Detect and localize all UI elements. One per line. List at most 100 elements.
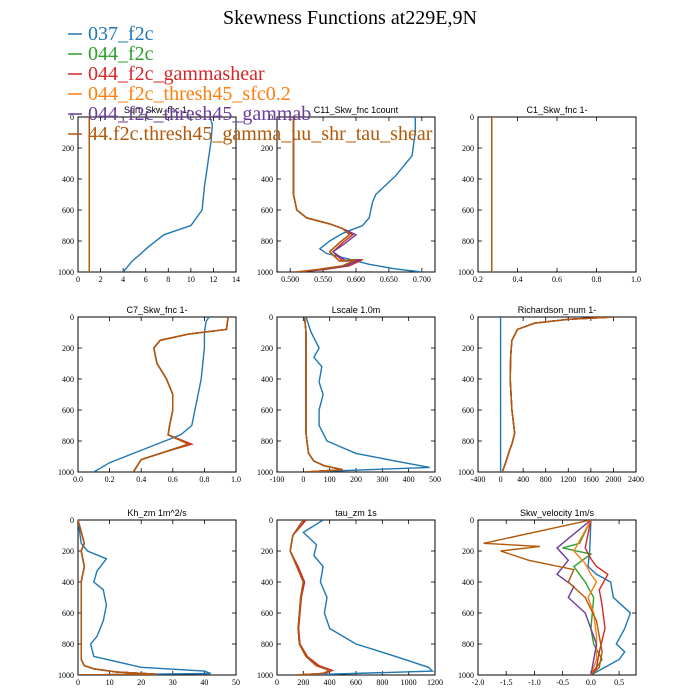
- panel-6: Richardson_num 1--400 0 400 800 1200 1600 2000…: [458, 305, 644, 484]
- panel-5: Lscale 1.0m -100 0 100 200 300 400 500 0 200 400 60…: [257, 305, 441, 484]
- x-tick-label: 0.700: [413, 275, 431, 284]
- plot-frame: [77, 316, 237, 473]
- series-line-037-f2c: [93, 317, 210, 472]
- y-tick-label: 0: [269, 313, 273, 322]
- y-tick-label: 400: [261, 578, 273, 587]
- x-tick-label: 1200: [427, 678, 443, 687]
- panel-1: Sqrt_Skw_fnc 1- 0 2 4 6 8 10 12 14 0 200 400 600 800 1…: [58, 105, 240, 284]
- y-tick-label: 800: [462, 237, 474, 246]
- x-tick-label: 600: [350, 678, 362, 687]
- y-tick-label: 200: [462, 144, 474, 153]
- y-tick-label: 400: [462, 375, 474, 384]
- legend-label: 044_f2c_gammashear: [88, 63, 265, 85]
- x-tick-label: 0.8: [199, 475, 209, 484]
- x-tick-label: 2: [99, 275, 103, 284]
- y-tick-label: 1000: [257, 268, 273, 277]
- y-tick-label: 200: [261, 344, 273, 353]
- series-line-044-f2c: [78, 520, 158, 675]
- x-tick-label: 0.500: [281, 275, 299, 284]
- x-tick-label: 400: [324, 678, 336, 687]
- x-tick-label: 2400: [628, 475, 644, 484]
- panels-group: Sqrt_Skw_fnc 1-0 2 4 6 8 10 12 1402004006008001…: [58, 105, 644, 687]
- x-tick-label: 500: [429, 475, 441, 484]
- y-tick-label: 600: [261, 406, 273, 415]
- series-line-044-f2c-thresh45-sfc0-2: [501, 317, 614, 472]
- x-tick-label: 1000: [401, 678, 417, 687]
- panel-title: tau_zm 1s: [335, 508, 377, 518]
- legend-item: 044_f2c: [68, 43, 154, 65]
- series-line-037-f2c: [122, 117, 214, 272]
- plot-frame: [477, 519, 637, 676]
- x-tick-label: 6: [144, 275, 148, 284]
- y-tick-label: 800: [261, 237, 273, 246]
- legend-label: 037_f2c: [88, 23, 154, 45]
- y-tick-label: 200: [62, 144, 74, 153]
- series-line-044-f2c-thresh45-gammab: [289, 520, 332, 675]
- y-tick-label: 600: [462, 609, 474, 618]
- series-line-044-f2c-gammashear: [78, 520, 158, 675]
- plot-frame: [477, 116, 637, 273]
- panel-8: tau_zm 1s 0 200 400 600 800 1000 1200 0 200 400 600…: [257, 508, 443, 687]
- x-tick-label: 0: [275, 678, 279, 687]
- y-tick-label: 200: [261, 547, 273, 556]
- x-tick-label: 30: [169, 678, 177, 687]
- y-tick-label: 0: [70, 313, 74, 322]
- panel-title: Richardson_num 1-: [518, 305, 597, 315]
- x-tick-label: 0.0: [586, 678, 596, 687]
- panel-title: C7_Skw_fnc 1-: [126, 305, 187, 315]
- legend-item: 044_f2c_gammashear: [68, 63, 265, 85]
- x-tick-label: 1200: [560, 475, 576, 484]
- x-tick-label: 0.8: [592, 275, 602, 284]
- plot-frame: [77, 519, 237, 676]
- series-line-044-f2c-gammashear: [584, 520, 609, 675]
- plot-frame: [77, 116, 237, 273]
- x-tick-label: 0.550: [314, 275, 332, 284]
- y-tick-label: 400: [462, 175, 474, 184]
- y-tick-label: 600: [261, 609, 273, 618]
- x-tick-label: 0.5: [614, 678, 624, 687]
- y-tick-label: 200: [62, 547, 74, 556]
- series-line-044-f2c-gammashear: [289, 520, 335, 675]
- y-tick-label: 800: [462, 640, 474, 649]
- y-tick-label: 400: [462, 578, 474, 587]
- x-tick-label: 800: [376, 678, 388, 687]
- x-tick-label: 200: [350, 475, 362, 484]
- y-tick-label: 800: [462, 437, 474, 446]
- y-tick-label: 600: [462, 406, 474, 415]
- legend-item: 037_f2c: [68, 23, 154, 45]
- x-tick-label: 20: [137, 678, 145, 687]
- x-tick-label: -2.0: [472, 678, 485, 687]
- series-line-44-f2c-thresh45-gamma-uu-shr-tau-shear: [132, 317, 229, 472]
- x-tick-label: 0.2: [473, 275, 483, 284]
- y-tick-label: 400: [261, 175, 273, 184]
- series-line-044-f2c-gammashear: [132, 317, 229, 472]
- legend-item: 044_f2c_thresh45_gammab: [68, 103, 311, 125]
- panel-title: C11_Skw_fnc 1count: [314, 105, 399, 115]
- x-tick-label: 10: [187, 275, 195, 284]
- x-tick-label: 8: [166, 275, 170, 284]
- legend-item: 44.f2c.thresh45_gamma_uu_shr_tau_shear: [68, 123, 433, 145]
- x-tick-label: 400: [517, 475, 529, 484]
- panel-title: C1_Skw_fnc 1-: [526, 105, 587, 115]
- y-tick-label: 0: [470, 516, 474, 525]
- series-line-44-f2c-thresh45-gamma-uu-shr-tau-shear: [501, 317, 614, 472]
- series-line-044-f2c-thresh45-gammab: [78, 520, 158, 675]
- series-line-037-f2c: [302, 520, 435, 675]
- series-line-044-f2c: [501, 317, 614, 472]
- x-tick-label: 12: [209, 275, 217, 284]
- x-tick-label: 1600: [583, 475, 599, 484]
- y-tick-label: 600: [62, 206, 74, 215]
- y-tick-label: 1000: [458, 468, 474, 477]
- series-line-037-f2c: [305, 317, 430, 472]
- series-line-44-f2c-thresh45-gamma-uu-shr-tau-shear: [303, 317, 343, 472]
- panel-title: Skw_velocity 1m/s: [520, 508, 595, 518]
- series-line-44-f2c-thresh45-gamma-uu-shr-tau-shear: [78, 520, 158, 675]
- legend-label: 44.f2c.thresh45_gamma_uu_shr_tau_shear: [88, 123, 433, 145]
- x-tick-label: 0.6: [552, 275, 562, 284]
- y-tick-label: 0: [269, 516, 273, 525]
- x-tick-label: 200: [297, 678, 309, 687]
- y-tick-label: 800: [261, 640, 273, 649]
- y-tick-label: 600: [62, 406, 74, 415]
- y-tick-label: 200: [261, 144, 273, 153]
